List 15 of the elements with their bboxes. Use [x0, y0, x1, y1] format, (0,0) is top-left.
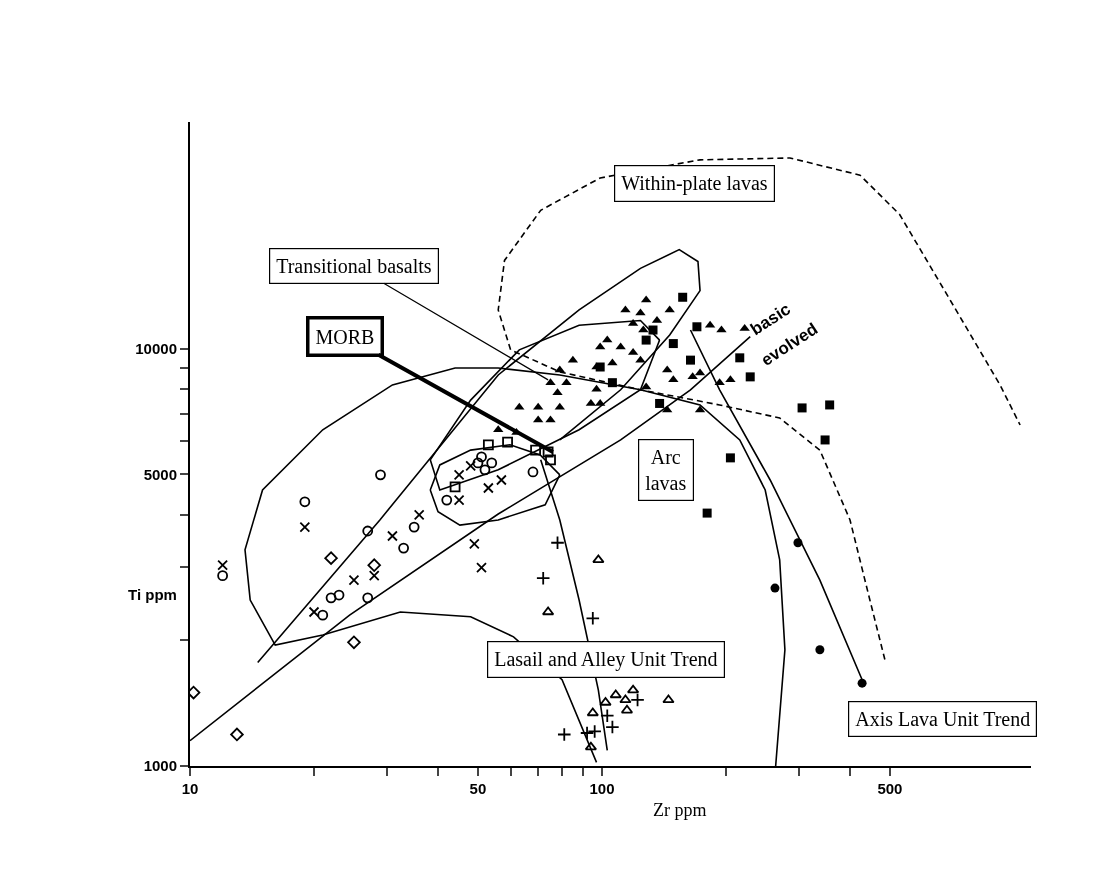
y-axis-title: Ti ppm — [128, 586, 177, 603]
y-tick-label: 1000 — [143, 757, 177, 775]
annotation: Axis Lava Unit Trend — [855, 708, 1031, 731]
annotation: MORB — [315, 325, 375, 348]
annotation: Lasail and Alley Unit Trend — [494, 648, 718, 672]
x-tick-label: 10 — [181, 780, 199, 797]
annotation: Arc lavas — [645, 446, 687, 495]
x-tick-label: 50 — [469, 780, 487, 797]
y-tick-label: 5000 — [143, 465, 177, 483]
x-tick-label: 100 — [589, 780, 615, 797]
y-tick-label: 10000 — [135, 340, 177, 358]
x-tick-label: 500 — [877, 780, 903, 797]
annotation: Transitional basalts — [276, 255, 432, 278]
x-axis-title: Zr ppm — [653, 800, 707, 820]
annotation: Within-plate lavas — [621, 172, 768, 196]
